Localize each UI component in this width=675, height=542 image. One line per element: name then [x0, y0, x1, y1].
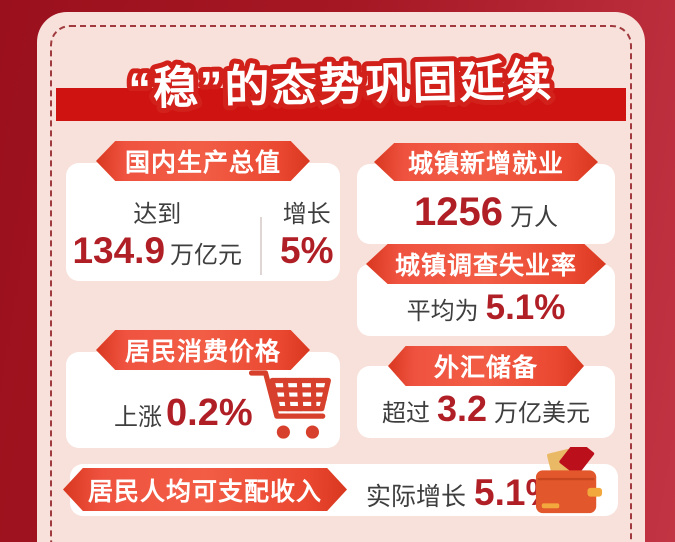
- unemployment-card: 城镇调查失业率 平均为 5.1%: [357, 244, 615, 336]
- income-badge-label: 居民人均可支配收入: [87, 477, 322, 506]
- employment-unit: 万人: [509, 204, 558, 231]
- income-card: 居民人均可支配收入 实际增长 5.1%: [63, 447, 618, 516]
- cpi-value: 0.2%: [166, 392, 253, 434]
- cpi-badge: 居民消费价格: [96, 330, 310, 370]
- gdp-right-label: 增长: [282, 201, 331, 228]
- title-band: [56, 88, 626, 121]
- title-text: “稳”的态势巩固延续: [128, 55, 554, 115]
- unemployment-label: 平均为: [406, 298, 479, 325]
- unemployment-badge: 城镇调查失业率: [366, 244, 606, 284]
- cpi-label: 上涨: [114, 404, 162, 431]
- forex-card: 外汇储备 超过 3.2 万亿美元: [357, 346, 615, 438]
- forex-unit: 万亿美元: [494, 400, 591, 427]
- gdp-badge-label: 国内生产总值: [124, 149, 281, 177]
- forex-body: 超过 3.2 万亿美元: [357, 366, 615, 430]
- unemployment-value: 5.1%: [485, 288, 566, 327]
- gdp-stat-left: 达到 134.9 万亿元: [72, 194, 242, 272]
- employment-badge: 城镇新增就业: [374, 143, 598, 181]
- income-label: 实际增长: [366, 483, 467, 511]
- gdp-divider: [260, 217, 263, 275]
- gdp-left-value: 134.9: [72, 230, 166, 271]
- forex-value: 3.2: [436, 388, 488, 429]
- employment-card: 城镇新增就业 1256 万人: [357, 143, 615, 244]
- gdp-card: 国内生产总值 达到 134.9 万亿元 增长 5%: [66, 141, 340, 281]
- cpi-badge-label: 居民消费价格: [124, 338, 281, 366]
- unemployment-badge-label: 城镇调查失业率: [394, 252, 577, 280]
- forex-badge-label: 外汇储备: [433, 354, 538, 382]
- forex-badge: 外汇储备: [388, 346, 584, 386]
- wallet-icon: [535, 447, 603, 514]
- employment-body: 1256 万人: [357, 164, 615, 235]
- gdp-body: 达到 134.9 万亿元 增长 5%: [66, 163, 340, 275]
- poster-panel: “稳”的态势巩固延续 国内生产总值 达到 134.9 万亿元 增长 5%: [37, 12, 645, 542]
- shopping-cart-icon: [248, 370, 331, 439]
- gdp-left-unit: 万亿元: [170, 242, 243, 269]
- cpi-card: 居民消费价格 上涨 0.2%: [66, 330, 340, 448]
- gdp-stat-right: 增长 5%: [280, 194, 333, 272]
- employment-badge-label: 城镇新增就业: [407, 150, 564, 178]
- cpi-body: 上涨 0.2%: [66, 352, 340, 435]
- gdp-badge: 国内生产总值: [96, 141, 310, 181]
- gdp-right-value: 5%: [280, 230, 334, 271]
- income-badge: 居民人均可支配收入: [63, 468, 347, 511]
- unemployment-body: 平均为 5.1%: [357, 264, 615, 328]
- employment-value: 1256: [414, 190, 503, 234]
- page-title: “稳”的态势巩固延续: [36, 40, 645, 129]
- gdp-left-label: 达到: [133, 201, 182, 228]
- forex-label: 超过: [381, 400, 430, 427]
